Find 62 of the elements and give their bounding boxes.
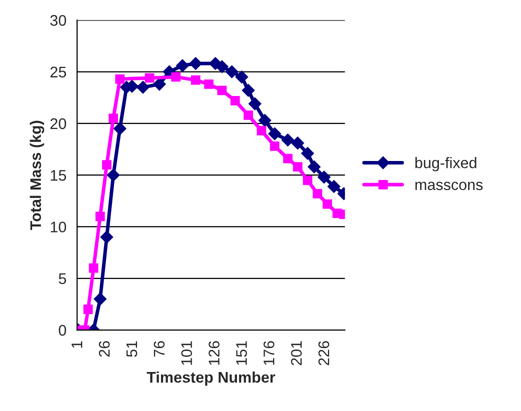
y-tick-label: 25 (50, 66, 66, 78)
point (171, 72, 181, 82)
point (291, 136, 304, 150)
legend-label: masscons (415, 182, 483, 190)
x-tick-label: 26 (98, 341, 110, 357)
point (216, 60, 228, 74)
point (242, 84, 255, 97)
point (268, 127, 282, 140)
point (115, 74, 125, 84)
x-tick-label: 101 (181, 341, 192, 365)
point (189, 57, 202, 70)
point (83, 304, 93, 314)
y-tick-label: 5 (58, 273, 66, 284)
point (293, 162, 302, 172)
point (302, 176, 312, 185)
point (244, 110, 254, 120)
point (102, 160, 112, 170)
x-tick-label: 126 (208, 341, 220, 365)
point (248, 97, 262, 110)
point (176, 59, 189, 72)
point (114, 122, 126, 136)
point (108, 114, 118, 123)
point (230, 96, 240, 106)
y-tick-label: 20 (50, 118, 66, 130)
point (204, 79, 214, 89)
point (256, 126, 266, 136)
point (312, 188, 322, 198)
point (301, 146, 314, 160)
y-tick-label: 0 (58, 324, 66, 336)
x-tick-label: 76 (154, 341, 165, 357)
point (258, 114, 272, 127)
x-tick-label: 201 (290, 341, 302, 366)
point (322, 199, 332, 209)
point (281, 134, 294, 146)
x-axis-title: Timestep Number (146, 371, 276, 386)
x-tick-label: 1 (72, 341, 82, 348)
point (235, 70, 248, 84)
y-tick-label: 15 (50, 170, 66, 181)
point (328, 180, 340, 193)
point (136, 80, 150, 94)
y-tick-label: 30 (50, 15, 66, 26)
point (270, 141, 280, 151)
point (100, 230, 114, 244)
x-tick-label: 226 (318, 341, 330, 366)
x-tick-label: 176 (264, 341, 274, 365)
point (95, 212, 105, 222)
x-tick-label: 151 (236, 341, 247, 365)
y-tick-label: 10 (50, 222, 66, 232)
point (144, 73, 154, 83)
point (190, 75, 200, 85)
point (308, 160, 321, 174)
point (217, 86, 227, 96)
point (153, 78, 166, 91)
point (225, 65, 238, 78)
point (88, 263, 98, 273)
legend-label: bug-fixed (415, 157, 476, 172)
point (94, 292, 107, 306)
point (318, 170, 330, 184)
point (283, 154, 293, 164)
x-tick-label: 51 (126, 341, 138, 357)
point (106, 168, 120, 182)
y-axis-title: Total Mass (kg) (30, 120, 44, 230)
